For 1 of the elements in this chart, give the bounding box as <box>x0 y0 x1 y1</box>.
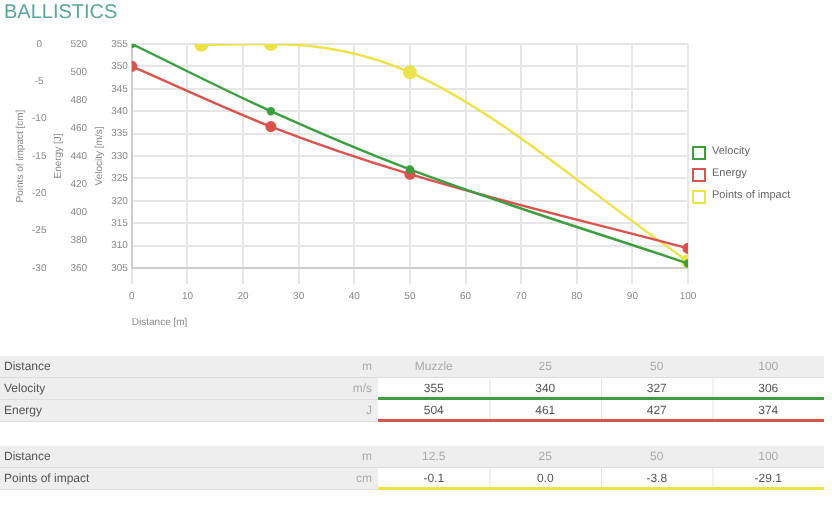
chart-title: BALLISTICS <box>4 2 118 24</box>
